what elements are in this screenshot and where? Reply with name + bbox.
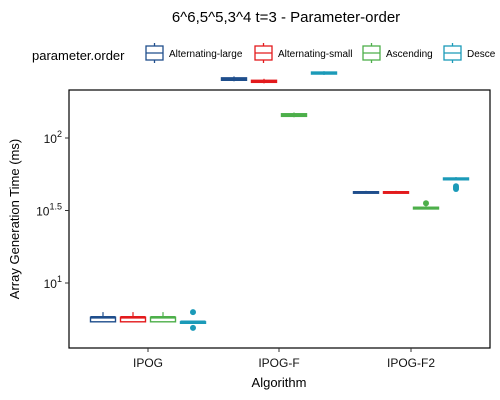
plot-panel [68,89,491,349]
legend-label: Ascending [386,49,433,60]
y-tick-label: 102 [44,129,62,146]
x-tick-label: IPOG-F2 [387,356,435,370]
box-marks [89,71,470,331]
y-axis-title: Array Generation Time (ms) [7,139,22,299]
legend: Alternating-large Alternating-small Ascend… [145,43,496,63]
chart-title: 6^6,5^5,3^4 t=3 - Parameter-order [172,9,400,26]
outlier-point [190,309,196,316]
legend-label: Alternating-small [278,49,352,60]
legend-title: parameter.order [32,48,125,63]
outlier-point [190,324,196,331]
x-axis: IPOG IPOG-F IPOG-F2 [133,348,435,370]
y-tick-label: 101.5 [36,202,62,219]
outlier-point [423,200,429,207]
y-axis: 101 101.5 102 [36,129,69,291]
legend-label: Desce [467,49,496,60]
outlier-point [453,183,459,190]
legend-label: Alternating-large [169,49,243,60]
x-tick-label: IPOG-F [258,356,299,370]
x-tick-label: IPOG [133,356,163,370]
x-axis-title: Algorithm [252,375,307,390]
y-tick-label: 101 [44,274,62,291]
